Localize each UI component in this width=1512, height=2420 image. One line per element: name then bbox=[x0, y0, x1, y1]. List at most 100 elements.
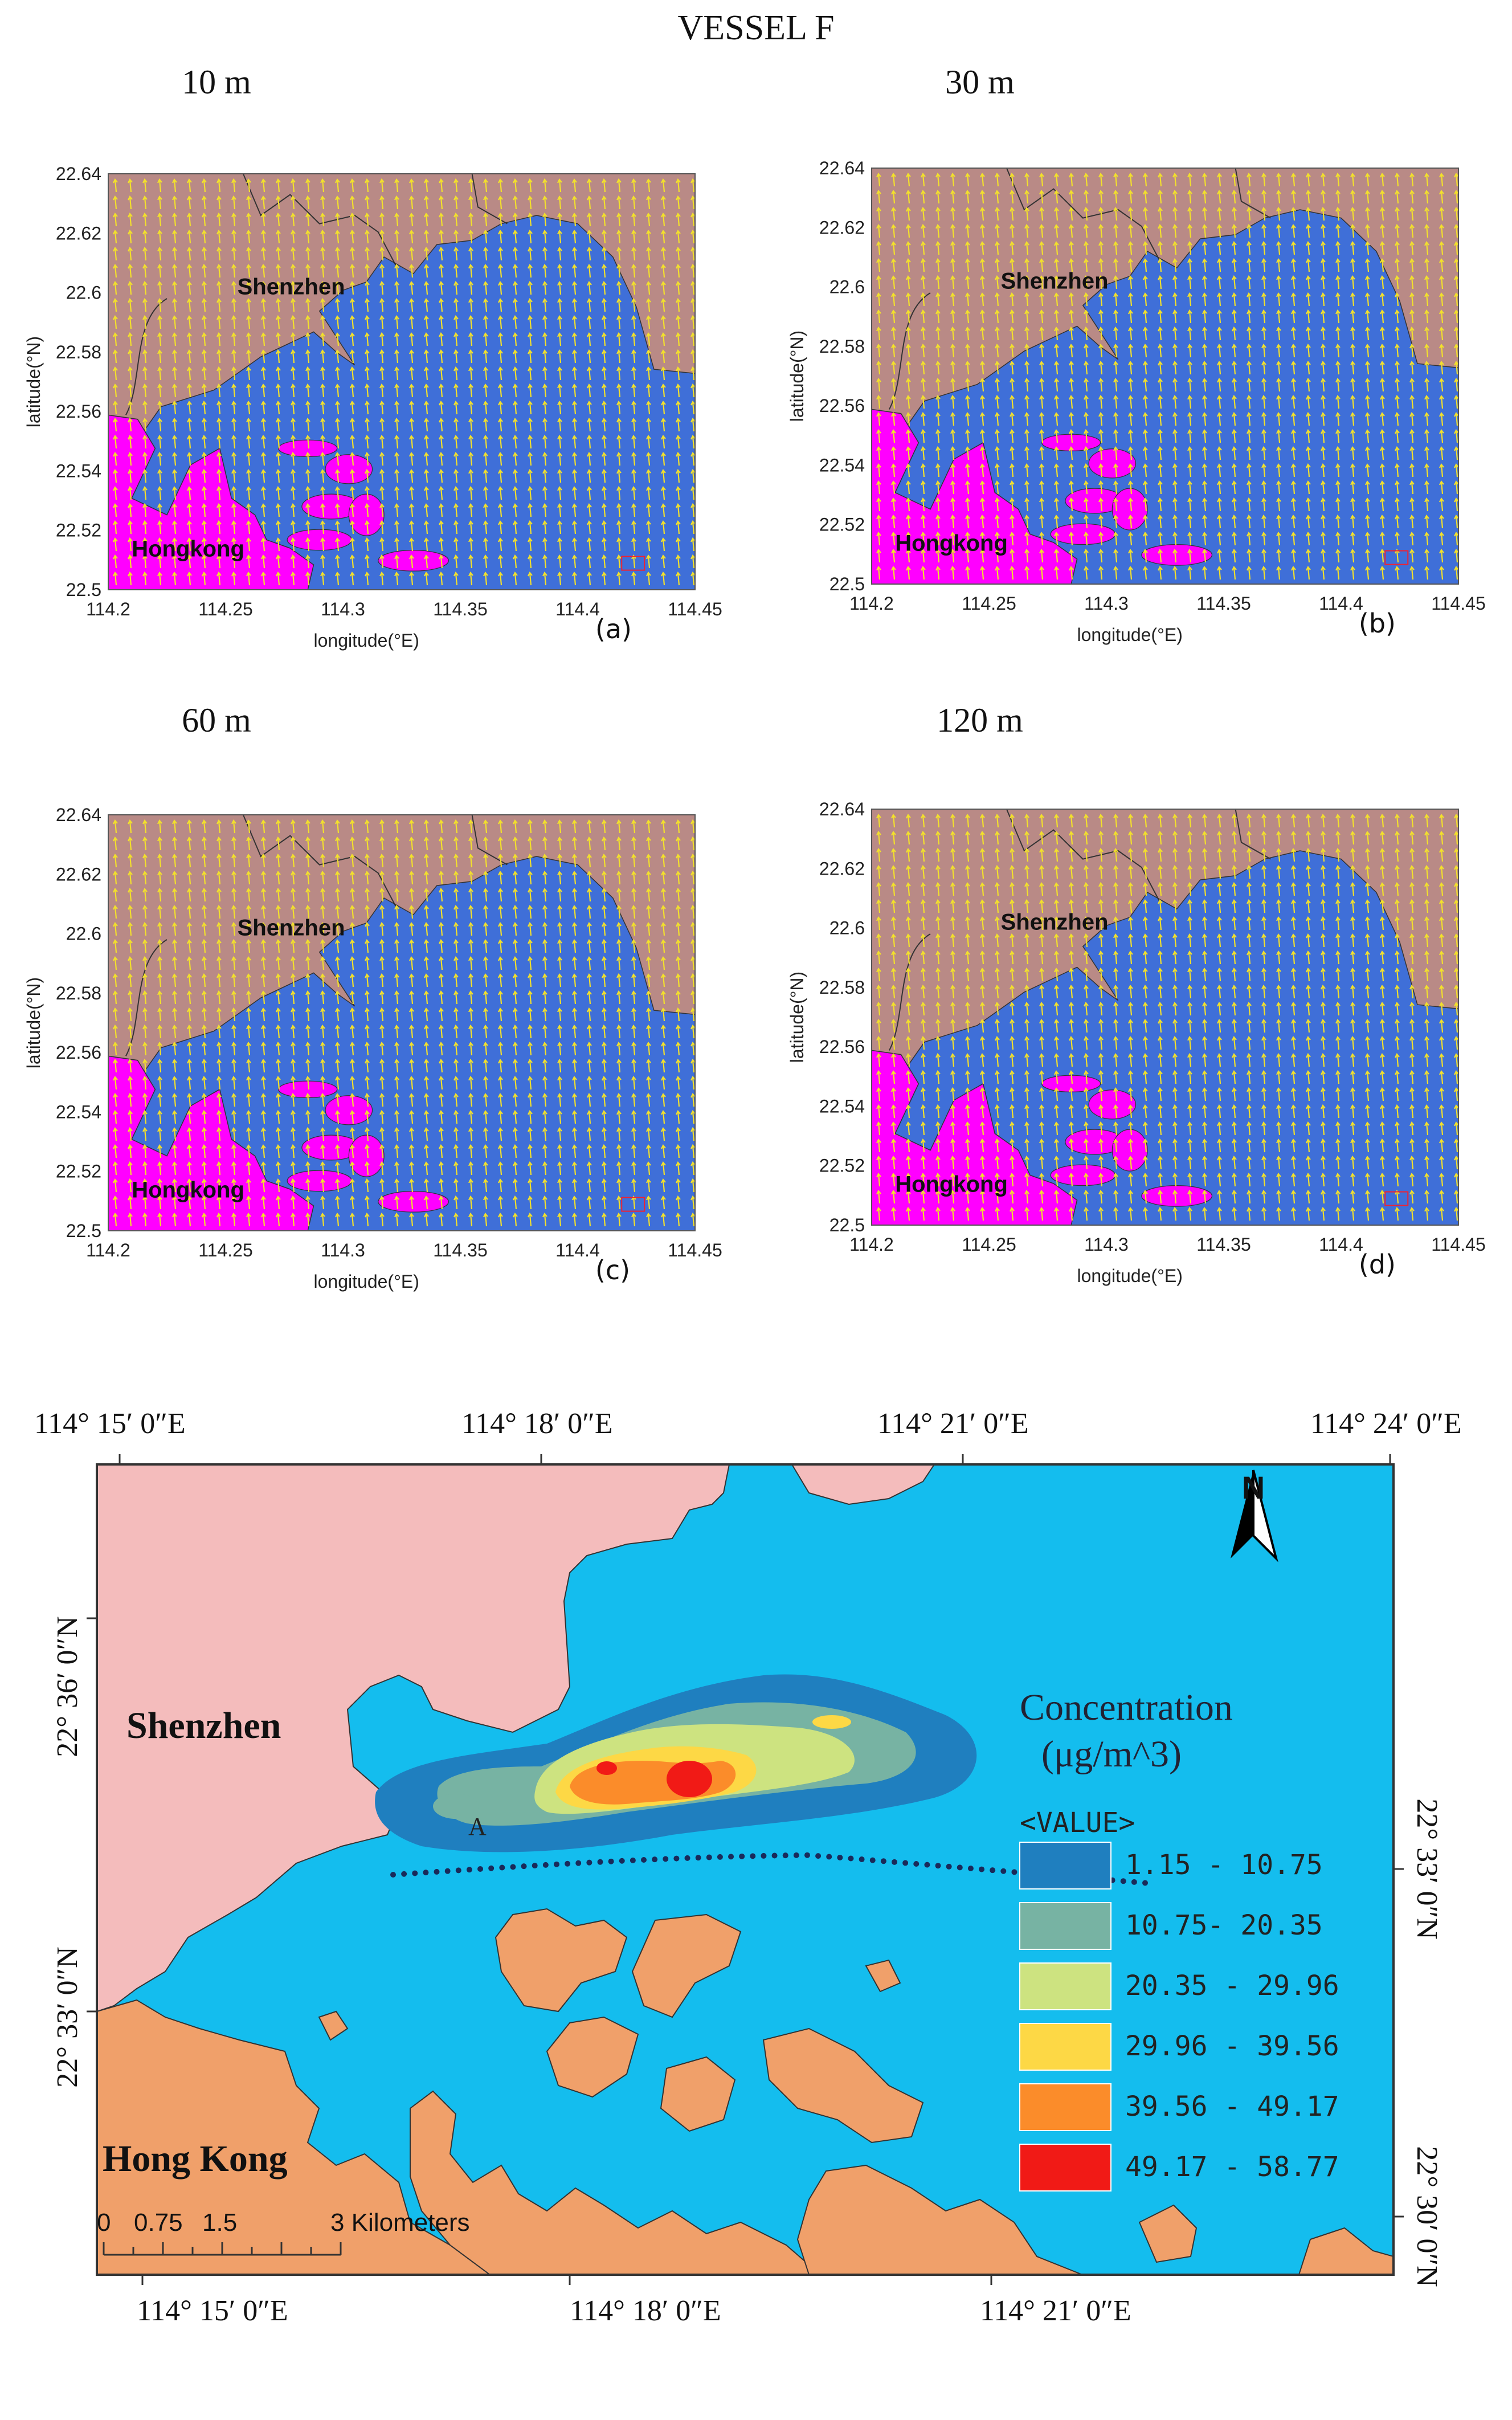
track-point bbox=[728, 1854, 734, 1860]
track-point bbox=[423, 1870, 429, 1876]
island-10 bbox=[865, 1959, 901, 1993]
island-7 bbox=[1138, 2204, 1198, 2263]
panel-label-a: (a) bbox=[595, 614, 632, 644]
y-tick-label: 22.5 bbox=[66, 1221, 101, 1241]
track-point bbox=[1011, 1869, 1017, 1875]
track-point bbox=[979, 1866, 985, 1872]
island-3 bbox=[546, 2016, 639, 2098]
track-point bbox=[466, 1867, 472, 1873]
track-point bbox=[499, 1864, 505, 1871]
top-tick-1: 114° 15′ 0″E bbox=[34, 1407, 186, 1440]
x-tick-label: 114.45 bbox=[1431, 593, 1486, 614]
y-tick-label: 22.58 bbox=[56, 983, 101, 1003]
track-point bbox=[488, 1865, 495, 1871]
island-4 bbox=[1050, 523, 1116, 545]
panel-title-c: 60 m bbox=[182, 701, 251, 739]
track-point bbox=[586, 1859, 592, 1866]
y-tick-label: 22.5 bbox=[829, 574, 865, 594]
x-tick-label: 114.35 bbox=[433, 599, 488, 619]
track-point bbox=[913, 1861, 920, 1867]
track-point bbox=[673, 1855, 680, 1862]
label-hongkong: Hongkong bbox=[132, 537, 244, 562]
panel-label-c: (c) bbox=[595, 1255, 630, 1286]
legend-label-2: 10.75- 20.35 bbox=[1125, 1909, 1323, 1941]
map-label-shenzhen: Shenzhen bbox=[126, 1705, 281, 1746]
island-2 bbox=[325, 1095, 373, 1125]
left-tick-2: 22° 33′ 0″N bbox=[51, 1946, 84, 2087]
legend-value-header: <VALUE> bbox=[1020, 1807, 1135, 1839]
track-point bbox=[902, 1860, 909, 1866]
y-axis-label: latitude(°N) bbox=[23, 336, 44, 427]
x-tick-label: 114.35 bbox=[433, 1240, 488, 1260]
sea-area bbox=[108, 856, 695, 1231]
track-point bbox=[619, 1858, 625, 1864]
track-point bbox=[455, 1867, 461, 1874]
scale-label-0: 0 bbox=[97, 2209, 111, 2237]
track-point bbox=[630, 1857, 636, 1863]
track-point bbox=[553, 1861, 559, 1867]
label-hongkong: Hongkong bbox=[895, 1172, 1008, 1197]
track-point bbox=[684, 1855, 690, 1861]
island-4 bbox=[287, 1170, 353, 1192]
x-tick-label: 114.3 bbox=[1084, 593, 1129, 614]
y-tick-label: 22.64 bbox=[819, 158, 865, 178]
y-tick-label: 22.52 bbox=[819, 1156, 865, 1176]
x-tick-label: 114.35 bbox=[1196, 593, 1251, 614]
legend-label-5: 39.56 - 49.17 bbox=[1125, 2091, 1339, 2123]
island-1 bbox=[495, 1908, 628, 2013]
track-point bbox=[608, 1858, 614, 1864]
label-hongkong: Hongkong bbox=[895, 531, 1008, 556]
y-tick-label: 22.54 bbox=[56, 1101, 101, 1122]
y-tick-label: 22.6 bbox=[66, 283, 101, 303]
x-tick-label: 114.45 bbox=[668, 599, 722, 619]
y-tick-label: 22.56 bbox=[56, 1042, 101, 1063]
scale-vector-box bbox=[621, 1197, 645, 1212]
island-4 bbox=[1050, 1164, 1116, 1186]
legend-swatch-2 bbox=[1019, 1902, 1111, 1950]
concentration-map: 114° 15′ 0″E 114° 18′ 0″E 114° 21′ 0″E 1… bbox=[34, 1407, 1462, 2327]
wind-panel-d: 114.2 114.25 114.3 114.35 114.4 114.45 22.64 22… bbox=[787, 799, 1486, 1286]
track-point bbox=[793, 1852, 799, 1858]
x-tick-label: 114.35 bbox=[1196, 1234, 1251, 1255]
panel-title-d: 120 m bbox=[937, 701, 1023, 739]
panel-frame bbox=[871, 809, 1459, 1226]
track-point bbox=[957, 1864, 963, 1871]
track-point bbox=[510, 1864, 516, 1870]
legend-swatch-3 bbox=[1019, 1962, 1111, 2010]
bottom-tick-1: 114° 15′ 0″E bbox=[137, 2295, 288, 2327]
panel-title-a: 10 m bbox=[182, 63, 251, 101]
district-boundary-2 bbox=[471, 815, 508, 866]
x-tick-label: 114.25 bbox=[198, 599, 253, 619]
track-point bbox=[739, 1853, 745, 1859]
x-tick-label: 114.45 bbox=[668, 1240, 722, 1260]
y-tick-label: 22.64 bbox=[56, 164, 101, 184]
island-2 bbox=[325, 454, 373, 484]
track-point bbox=[390, 1872, 396, 1878]
figure-title: VESSEL F bbox=[677, 9, 835, 47]
y-tick-label: 22.56 bbox=[819, 1036, 865, 1057]
track-point bbox=[717, 1854, 723, 1860]
y-tick-label: 22.64 bbox=[56, 805, 101, 825]
track-point bbox=[434, 1868, 440, 1875]
track-point bbox=[848, 1855, 854, 1862]
track-point bbox=[575, 1860, 582, 1866]
map-label-hongkong: Hong Kong bbox=[103, 2138, 288, 2180]
track-point bbox=[880, 1858, 886, 1864]
island-8 bbox=[1298, 2227, 1394, 2275]
island-2 bbox=[1088, 1089, 1137, 1120]
panel-label-d: (d) bbox=[1359, 1249, 1396, 1280]
legend-label-3: 20.35 - 29.96 bbox=[1125, 1970, 1339, 2002]
x-axis-label: longitude(°E) bbox=[1077, 1266, 1183, 1286]
track-point bbox=[565, 1860, 571, 1867]
scale-vector-box bbox=[1384, 1191, 1409, 1206]
wind-panel-b: 114.2 114.25 114.3 114.35 114.4 114.45 22.64 22… bbox=[787, 158, 1486, 645]
x-tick-label: 114.45 bbox=[1431, 1234, 1486, 1255]
island-2 bbox=[1088, 448, 1137, 479]
track-point bbox=[804, 1852, 810, 1858]
y-tick-label: 22.58 bbox=[56, 342, 101, 362]
north-label: N bbox=[1242, 1470, 1265, 1505]
track-point bbox=[761, 1852, 767, 1859]
sea-area bbox=[108, 215, 695, 590]
label-shenzhen: Shenzhen bbox=[1001, 269, 1109, 294]
legend-swatch-6 bbox=[1019, 2144, 1111, 2192]
